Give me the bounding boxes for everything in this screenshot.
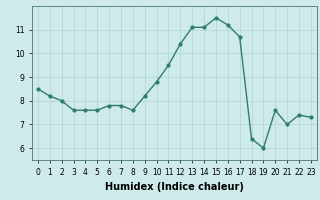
X-axis label: Humidex (Indice chaleur): Humidex (Indice chaleur) <box>105 182 244 192</box>
